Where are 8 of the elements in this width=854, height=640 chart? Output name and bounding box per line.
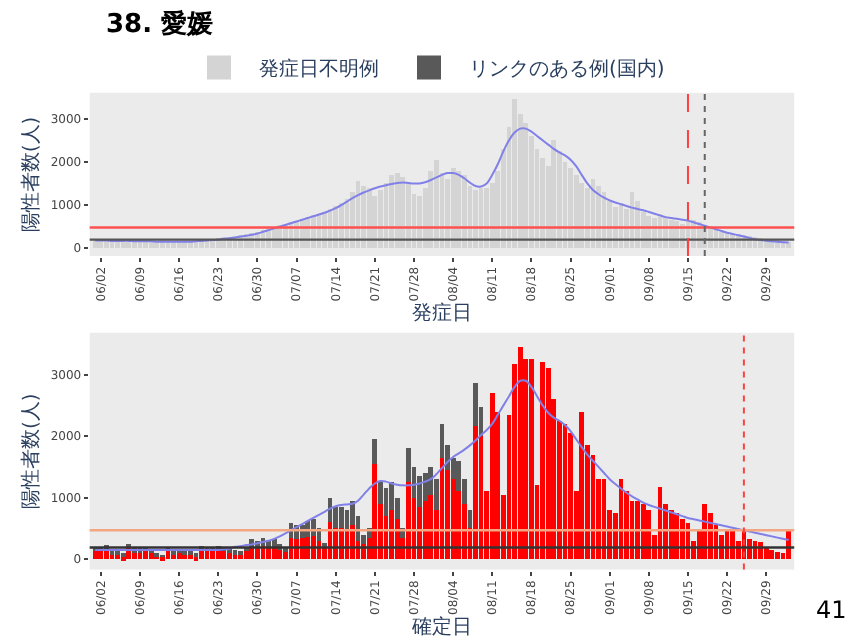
y-axis-title: 陽性者数(人) <box>18 393 43 510</box>
legend-label: リンクのある例(国内) <box>469 57 665 82</box>
chart-title: 38. 愛媛 <box>106 8 214 40</box>
y-axis-title: 陽性者数(人) <box>18 116 43 233</box>
text: 41 <box>816 596 847 624</box>
legend-label: 発症日不明例 <box>259 57 379 82</box>
x-axis-title: 確定日 <box>409 614 472 639</box>
x-axis-title: 発症日 <box>411 301 472 326</box>
